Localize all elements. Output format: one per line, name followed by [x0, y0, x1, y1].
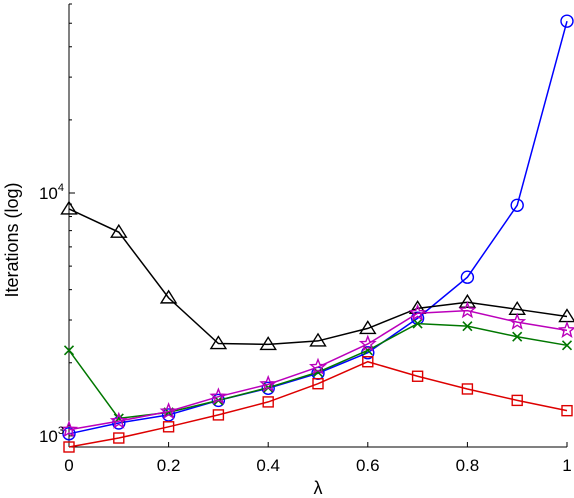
triangle-marker — [309, 332, 327, 347]
star-marker — [508, 312, 527, 330]
square-marker — [212, 409, 225, 421]
star-marker — [558, 320, 574, 338]
star-marker — [309, 357, 327, 375]
star-marker — [358, 334, 377, 352]
square-marker — [162, 421, 175, 433]
square-marker — [511, 394, 523, 407]
circle-marker — [560, 14, 574, 28]
circle-marker — [460, 270, 475, 284]
square-marker — [411, 370, 424, 382]
series-star — [60, 301, 574, 438]
circle-marker — [161, 408, 176, 422]
x-marker — [412, 318, 423, 329]
star-marker — [259, 374, 278, 393]
series-square — [63, 356, 573, 453]
circle-marker — [261, 381, 275, 396]
square-marker — [113, 432, 125, 444]
axes — [68, 3, 568, 448]
triangle-marker — [259, 336, 277, 351]
triangle-marker — [359, 320, 377, 335]
triangle-marker — [110, 223, 128, 238]
series-circle — [62, 14, 574, 441]
series-line — [68, 360, 568, 448]
x-tick-label: 0 — [64, 456, 73, 475]
square-marker — [362, 356, 374, 368]
star-marker — [458, 301, 477, 319]
x-marker — [63, 345, 75, 356]
circle-marker — [112, 416, 126, 430]
star-marker — [159, 402, 178, 420]
star-marker — [209, 387, 228, 405]
x-axis-label: λ — [314, 478, 323, 498]
x-marker — [462, 321, 473, 332]
x-tick-label: 0.4 — [256, 456, 280, 475]
x-tick-label: 0.6 — [356, 456, 380, 475]
square-marker — [63, 441, 75, 453]
square-marker — [312, 378, 324, 390]
x-tick-label: 0.8 — [456, 456, 480, 475]
circle-marker — [510, 198, 524, 212]
series-group — [60, 14, 574, 453]
circle-marker — [211, 393, 226, 408]
x-tick-label: 1 — [562, 456, 571, 475]
square-marker — [561, 404, 573, 417]
x-marker — [512, 331, 523, 342]
labels: λ Iterations (log) 0 0.2 0.4 0.6 0.8 1 103 104 — [2, 182, 572, 498]
triangle-marker — [60, 200, 78, 215]
series-line — [68, 309, 568, 431]
series-triangle — [60, 200, 574, 351]
x-tick-label: 0.2 — [157, 456, 181, 475]
triangle-marker — [209, 335, 228, 350]
y-tick-label: 103 — [39, 425, 64, 446]
star-marker — [408, 303, 427, 321]
triangle-marker — [458, 293, 477, 308]
square-marker — [262, 396, 274, 408]
square-marker — [461, 383, 474, 395]
circle-marker — [62, 427, 76, 441]
star-marker — [109, 411, 128, 429]
series-line — [68, 208, 568, 346]
x-marker — [561, 340, 573, 351]
star-marker — [60, 420, 78, 438]
triangle-marker — [159, 289, 178, 304]
series-line — [68, 20, 568, 435]
y-axis-label: Iterations (log) — [2, 182, 22, 297]
y-tick-label: 104 — [39, 182, 64, 203]
